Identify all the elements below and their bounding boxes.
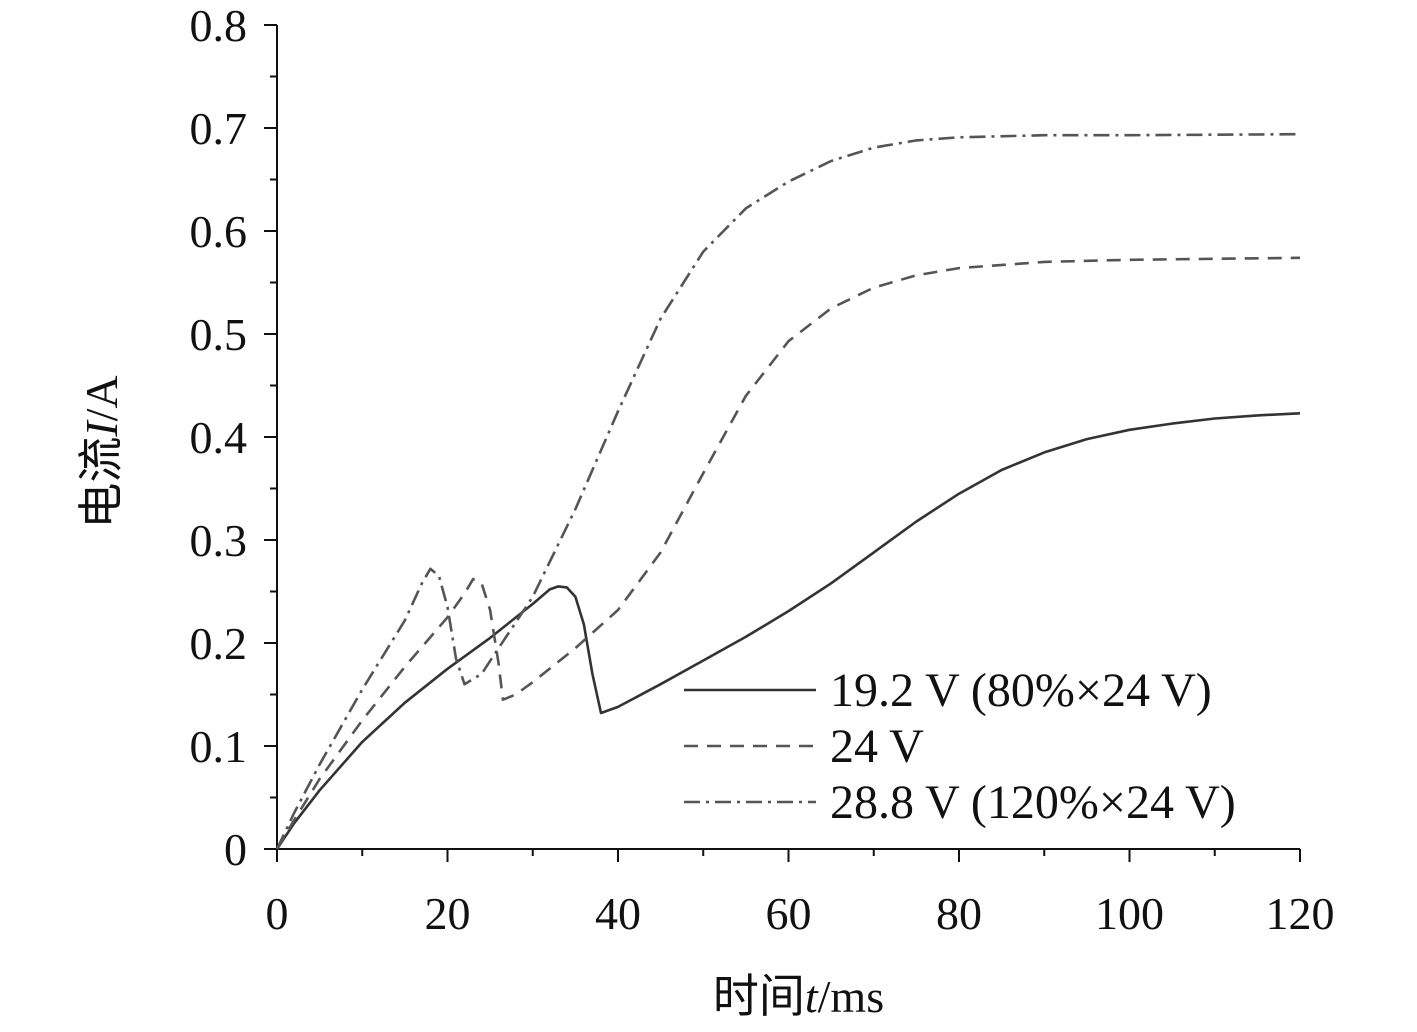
x-tick-label: 80 — [936, 888, 982, 939]
x-tick-label: 0 — [266, 888, 289, 939]
x-tick-label: 60 — [766, 888, 812, 939]
series-line-2 — [275, 256, 1301, 850]
series-layer — [275, 132, 1301, 850]
x-tick-label: 120 — [1266, 888, 1335, 939]
y-tick-label: 0.3 — [190, 515, 248, 566]
y-tick-label: 0 — [224, 824, 247, 875]
legend-label-1: 19.2 V (80%×24 V) — [830, 664, 1212, 717]
series-line-3 — [275, 132, 1301, 850]
legend-label-2: 24 V — [830, 720, 924, 773]
y-axis-label: 电流I/A — [76, 375, 127, 528]
series-line-1 — [275, 412, 1301, 850]
x-tick-label: 40 — [595, 888, 641, 939]
y-tick-label: 0.1 — [190, 721, 248, 772]
legend-label-3: 28.8 V (120%×24 V) — [830, 776, 1236, 829]
y-tick-label: 0.8 — [190, 0, 248, 51]
legend: 19.2 V (80%×24 V)24 V28.8 V (120%×24 V) — [684, 664, 1236, 829]
y-tick-label: 0.5 — [190, 309, 248, 360]
y-tick-label: 0.6 — [190, 206, 248, 257]
y-tick-label: 0.2 — [190, 618, 248, 669]
y-tick-label: 0.4 — [190, 412, 248, 463]
y-tick-label: 0.7 — [190, 103, 248, 154]
x-tick-label: 100 — [1095, 888, 1164, 939]
x-tick-label: 20 — [425, 888, 471, 939]
axes: 0 0.1 0.2 0.3 0.4 0.5 0.6 0.7 0.8 0 20 40 60 80 100 120 — [190, 0, 1335, 939]
x-axis-label: 时间t/ms — [713, 971, 884, 1022]
